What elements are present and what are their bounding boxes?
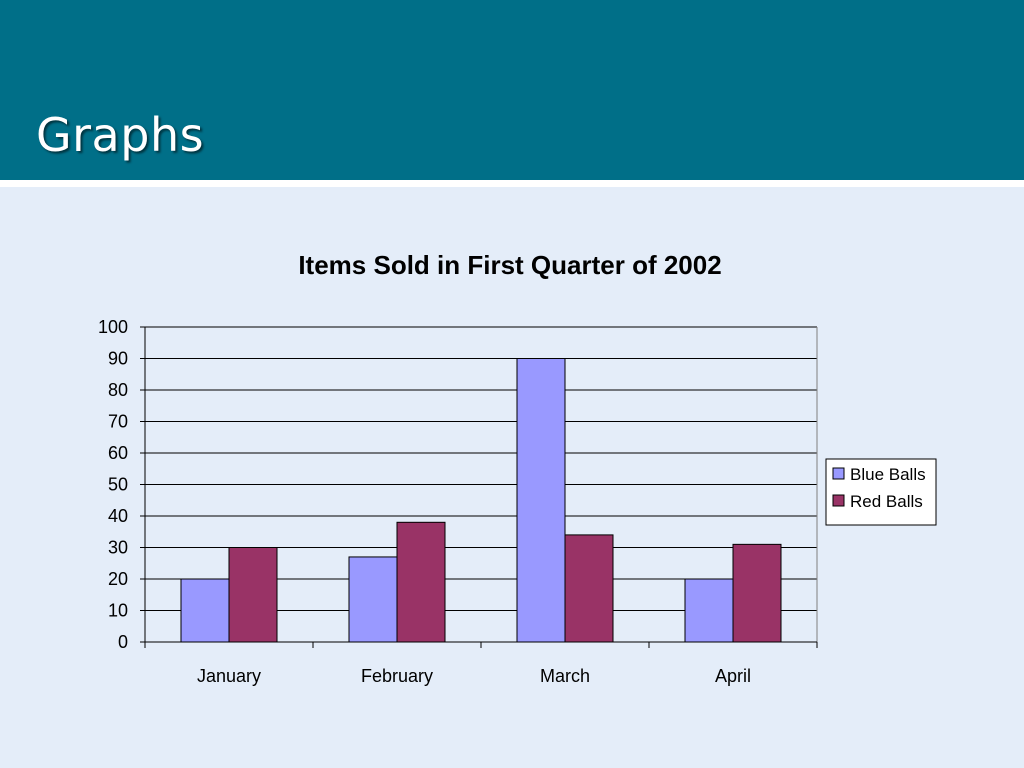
axes: 0 10 20 30 40 50 60 70 80 90 100 January February Mar… [98, 317, 818, 686]
legend-swatch [832, 467, 845, 480]
bar-blue-balls-april [684, 578, 734, 643]
bar-red-balls-march [564, 534, 614, 643]
y-tick-label: 70 [108, 412, 128, 432]
bar-red-balls-january [228, 547, 278, 643]
x-tick-label: January [197, 666, 261, 686]
y-tick-label: 30 [108, 538, 128, 558]
y-tick-label: 40 [108, 506, 128, 526]
chart-title: Items Sold in First Quarter of 2002 [298, 250, 721, 280]
y-tick-label: 50 [108, 475, 128, 495]
bars [180, 358, 782, 643]
x-tick-label: March [540, 666, 590, 686]
legend-label: Blue Balls [850, 465, 926, 484]
slide-title: Graphs [36, 108, 205, 162]
bar-blue-balls-january [180, 578, 230, 643]
legend-swatch [832, 494, 845, 507]
bar-red-balls-april [732, 543, 782, 643]
x-tick-label: April [715, 666, 751, 686]
y-tick-label: 10 [108, 601, 128, 621]
bar-blue-balls-march [516, 358, 566, 643]
bar-red-balls-february [396, 521, 446, 643]
slide-header: Graphs [0, 0, 1024, 180]
x-tick-label: February [361, 666, 433, 686]
bar-blue-balls-february [348, 556, 398, 643]
y-tick-label: 80 [108, 380, 128, 400]
legend-label: Red Balls [850, 492, 923, 511]
legend: Blue Balls Red Balls [825, 458, 937, 526]
y-tick-label: 60 [108, 443, 128, 463]
y-tick-label: 90 [108, 349, 128, 369]
header-divider [0, 180, 1024, 187]
y-tick-label: 0 [118, 632, 128, 652]
y-tick-label: 100 [98, 317, 128, 337]
y-tick-label: 20 [108, 569, 128, 589]
